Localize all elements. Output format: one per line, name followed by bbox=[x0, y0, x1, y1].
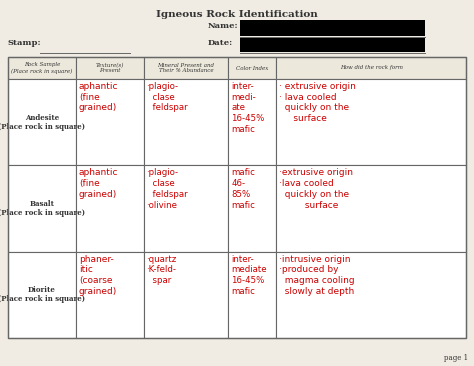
Bar bbox=[240, 38, 425, 52]
Bar bbox=[8, 57, 76, 79]
Bar bbox=[228, 57, 276, 79]
Bar bbox=[144, 252, 228, 338]
Bar bbox=[8, 165, 76, 252]
Text: Color Index: Color Index bbox=[236, 66, 269, 71]
Bar bbox=[76, 57, 144, 79]
Bar bbox=[76, 79, 144, 165]
Text: Stamp:: Stamp: bbox=[8, 39, 42, 47]
Bar bbox=[228, 252, 276, 338]
Text: ·quartz
·K-feld-
  spar: ·quartz ·K-feld- spar bbox=[146, 255, 177, 285]
Bar bbox=[8, 79, 76, 165]
Bar bbox=[228, 165, 276, 252]
Text: Diorite
(Place rock in square): Diorite (Place rock in square) bbox=[0, 286, 85, 303]
Text: Igneous Rock Identification: Igneous Rock Identification bbox=[156, 10, 318, 19]
Text: ·intrusive origin
·produced by
  magma cooling
  slowly at depth: ·intrusive origin ·produced by magma coo… bbox=[279, 255, 355, 296]
Bar bbox=[240, 20, 425, 36]
Bar bbox=[276, 252, 466, 338]
Text: Name:: Name: bbox=[208, 22, 238, 30]
Bar bbox=[228, 79, 276, 165]
Text: Rock Sample
(Place rock in square): Rock Sample (Place rock in square) bbox=[11, 63, 73, 74]
Text: Mineral Present and
Their % Abundance: Mineral Present and Their % Abundance bbox=[157, 63, 214, 74]
Text: · extrusive origin
· lava cooled
  quickly on the
     surface: · extrusive origin · lava cooled quickly… bbox=[279, 82, 356, 123]
Bar bbox=[144, 79, 228, 165]
Text: Basalt
(Place rock in square): Basalt (Place rock in square) bbox=[0, 200, 85, 217]
Text: page 1: page 1 bbox=[444, 354, 468, 362]
Text: ·plagio-
  clase
  feldspar
·olivine: ·plagio- clase feldspar ·olivine bbox=[146, 168, 187, 210]
Bar bbox=[276, 79, 466, 165]
Text: ·extrusive origin
·lava cooled
  quickly on the
         surface: ·extrusive origin ·lava cooled quickly o… bbox=[279, 168, 354, 210]
Text: phaner-
itic
(coarse
grained): phaner- itic (coarse grained) bbox=[79, 255, 117, 296]
Bar bbox=[76, 165, 144, 252]
Bar bbox=[144, 165, 228, 252]
Text: aphantic
(fine
grained): aphantic (fine grained) bbox=[79, 82, 118, 112]
Text: inter-
medi-
ate
16-45%
mafic: inter- medi- ate 16-45% mafic bbox=[231, 82, 264, 134]
Bar bbox=[276, 165, 466, 252]
Text: ·plagio-
  clase
  feldspar: ·plagio- clase feldspar bbox=[146, 82, 187, 112]
Bar bbox=[76, 252, 144, 338]
Text: inter-
mediate
16-45%
mafic: inter- mediate 16-45% mafic bbox=[231, 255, 267, 296]
Text: aphantic
(fine
grained): aphantic (fine grained) bbox=[79, 168, 118, 199]
Text: mafic
46-
85%
mafic: mafic 46- 85% mafic bbox=[231, 168, 255, 210]
Text: Date:: Date: bbox=[208, 39, 233, 47]
Text: Andesite
(Place rock in square): Andesite (Place rock in square) bbox=[0, 113, 85, 131]
Bar bbox=[276, 57, 466, 79]
Text: Texture(s)
Present: Texture(s) Present bbox=[95, 63, 124, 74]
Bar bbox=[8, 57, 466, 338]
Bar bbox=[144, 57, 228, 79]
Bar bbox=[8, 252, 76, 338]
Text: How did the rock form: How did the rock form bbox=[340, 66, 403, 71]
